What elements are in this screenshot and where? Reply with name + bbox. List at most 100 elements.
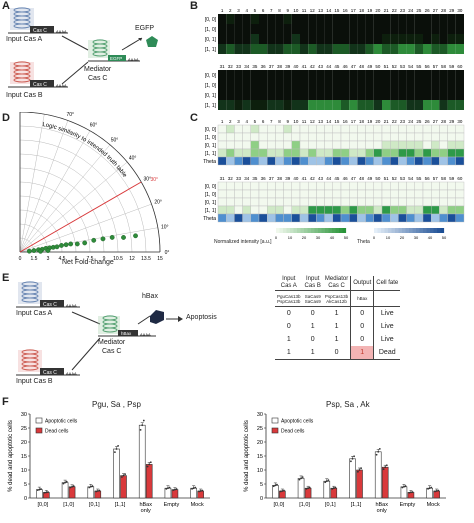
- fluorescence-cell: [447, 24, 456, 34]
- colorbar-swatch: [332, 228, 336, 233]
- theta-colorbar-swatch: [391, 228, 396, 233]
- column-number: 38: [277, 64, 283, 69]
- column-number: 48: [359, 176, 365, 181]
- left-chart-title: Pgu, Sa , Psp: [92, 400, 141, 409]
- colorbar-swatch: [335, 228, 340, 233]
- fluorescence-cell: [218, 24, 227, 34]
- fluorescence-cell: [275, 44, 284, 54]
- theta-colorbar-swatch: [398, 228, 403, 233]
- replicate-dot: [331, 487, 334, 490]
- y-tick: 15: [257, 454, 263, 460]
- column-number: 34: [244, 176, 250, 181]
- heatmap-cell: [447, 189, 457, 199]
- heatmap-cell: [455, 205, 465, 215]
- heatmap-cell: [373, 148, 383, 158]
- fluorescence-cell: [390, 70, 399, 80]
- fluorescence-cell: [308, 80, 317, 90]
- column-number: 4: [245, 8, 248, 13]
- fluorescence-cell: [300, 34, 309, 44]
- replicate-dot: [411, 491, 414, 493]
- heatmap-cell: [234, 181, 243, 191]
- bar-apoptotic: [374, 451, 382, 499]
- heatmap-cell: [439, 124, 448, 134]
- replicate-dot: [198, 490, 200, 493]
- heatmap-cell: [398, 189, 407, 199]
- theta-colorbar-swatch: [423, 228, 427, 233]
- heatmap-cell: [234, 197, 243, 207]
- fluorescence-cell: [349, 70, 358, 80]
- heatmap-cell: [283, 148, 292, 158]
- fluorescence-cell: [390, 90, 399, 100]
- heatmap-cell: [332, 124, 342, 134]
- fluorescence-cell: [218, 90, 227, 100]
- theta-cell: [389, 156, 399, 166]
- fluorescence-cell: [390, 34, 399, 44]
- column-number: 22: [392, 119, 398, 124]
- th-c-1: Mediator: [324, 276, 349, 282]
- scatter-point: [59, 243, 64, 248]
- panel-label-a: A: [2, 0, 10, 12]
- heatmap-cell: [217, 140, 227, 150]
- scatter-point: [100, 236, 106, 242]
- svg-text:Cas C: Cas C: [33, 82, 47, 88]
- x-tick: [1,1]: [115, 502, 126, 508]
- x-tick: 3: [47, 256, 50, 262]
- heatmap-cell: [307, 205, 317, 215]
- fluorescence-cell: [373, 34, 382, 44]
- fluorescence-cell: [291, 70, 300, 80]
- heatmap-cell: [406, 124, 416, 134]
- fluorescence-cell: [382, 34, 391, 44]
- fluorescence-cell: [406, 44, 415, 54]
- fluorescence-cell: [365, 44, 374, 54]
- angle-tick: 50°: [111, 137, 119, 143]
- heatmap-cell: [357, 124, 366, 134]
- svg-text:Cas C: Cas C: [43, 370, 57, 376]
- fluorescence-cell: [308, 14, 317, 24]
- y-tick: 0: [260, 496, 263, 502]
- panel-d-polar-plot: 0°10°20°30°40°50°60°70°80°90°01.534.567.…: [19, 112, 169, 262]
- heatmap-cell: [430, 189, 440, 199]
- column-number: 29: [449, 8, 455, 13]
- heatmap-cell: [340, 148, 350, 158]
- column-number: 21: [384, 8, 390, 13]
- angle-tick: 60°: [90, 123, 98, 129]
- y-tick: 5: [260, 482, 263, 488]
- column-number: 25: [416, 8, 422, 13]
- theta-cell: [340, 213, 350, 223]
- replicate-dot: [401, 486, 404, 489]
- heatmap-cell: [258, 132, 268, 142]
- fluorescence-cell: [218, 100, 227, 110]
- heatmap-cell: [365, 140, 375, 150]
- fluorescence-cell: [349, 90, 358, 100]
- replicate-dot: [272, 485, 275, 488]
- replicate-dot: [121, 476, 123, 478]
- fluorescence-cell: [250, 34, 259, 44]
- heatmap-cell: [266, 197, 276, 207]
- heatmap-cell: [422, 189, 432, 199]
- heatmap-cell: [332, 132, 342, 142]
- column-number: 36: [261, 176, 267, 181]
- fluorescence-cell: [406, 100, 415, 110]
- column-number: 60: [457, 176, 463, 181]
- fluorescence-cell: [234, 100, 243, 110]
- column-number: 20: [375, 8, 381, 13]
- heatmap-cell: [299, 124, 309, 134]
- svg-text:AAAA: AAAA: [66, 303, 77, 308]
- bar-dead: [145, 464, 153, 499]
- column-number: 18: [359, 8, 365, 13]
- fluorescence-cell: [291, 100, 300, 110]
- column-number: 47: [351, 64, 357, 69]
- theta-cell: [373, 213, 383, 223]
- scatter-point: [74, 241, 80, 247]
- heatmap-cell: [447, 148, 457, 158]
- heatmap-cell: [307, 140, 317, 150]
- input-a-label-e: Input Cas A: [16, 310, 53, 317]
- fluorescence-cell: [267, 44, 276, 54]
- polar-arc: [19, 195, 77, 253]
- fluorescence-cell: [242, 100, 251, 110]
- theta-cell: [258, 156, 268, 166]
- heatmap-cell: [299, 132, 309, 142]
- fluorescence-cell: [439, 90, 448, 100]
- fluorescence-cell: [439, 34, 448, 44]
- column-number: 40: [293, 176, 299, 181]
